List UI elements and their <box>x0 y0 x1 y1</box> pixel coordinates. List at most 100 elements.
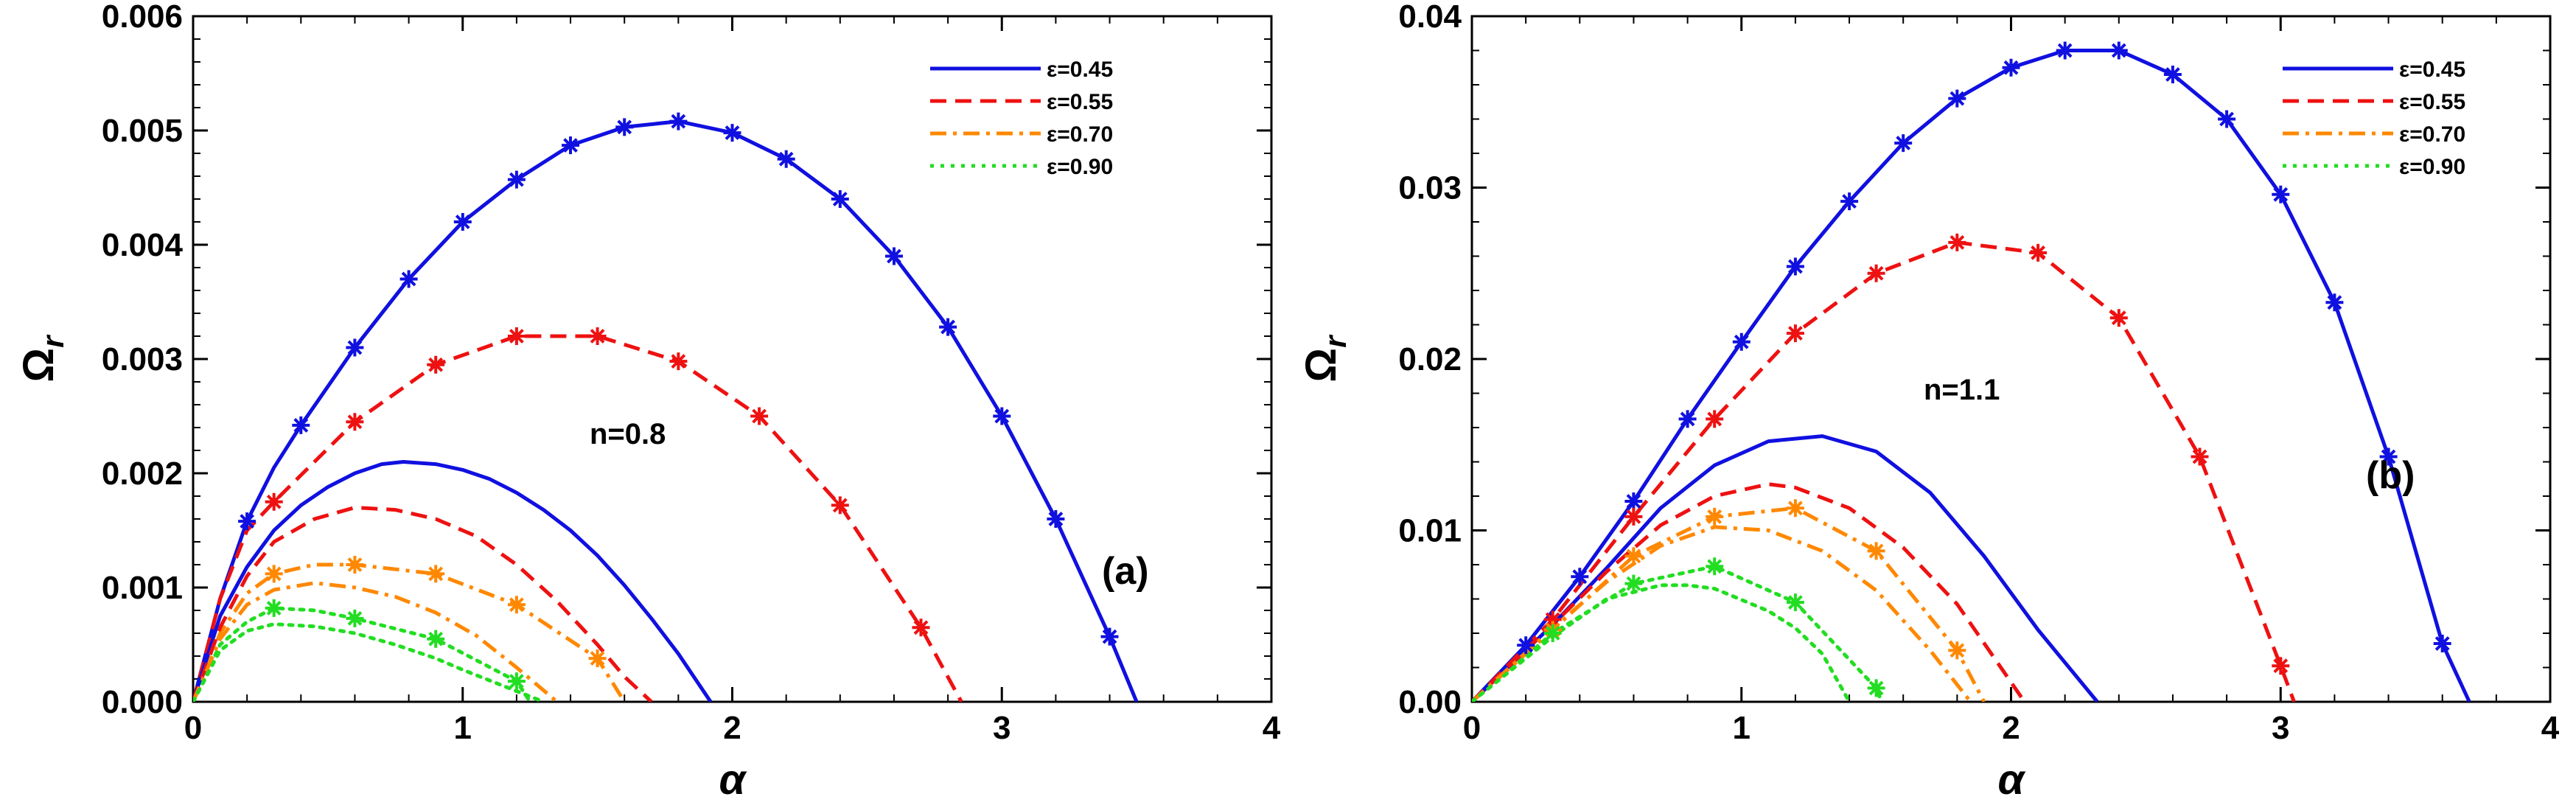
data-point-marker <box>750 407 769 425</box>
legend-label: ε=0.45 <box>2399 58 2465 82</box>
data-point-marker <box>1948 641 1966 660</box>
data-point-marker <box>1624 574 1643 593</box>
data-point-marker <box>993 407 1011 425</box>
x-tick-label: 4 <box>2541 710 2560 746</box>
panel-b: 0 1 2 3 4 0.00 0.01 0.02 0.03 0.04 α Ωr ε=0.45 ε=0.55… <box>1297 0 2560 804</box>
series-line-2 <box>1472 506 1986 702</box>
data-point-marker <box>2272 657 2290 675</box>
series-line-7 <box>1472 583 1851 702</box>
data-point-marker <box>2109 309 2128 327</box>
data-point-marker <box>2433 635 2451 652</box>
data-point-marker <box>1786 593 1804 612</box>
data-point-marker <box>562 136 579 155</box>
legend-label: ε=0.55 <box>2399 90 2465 114</box>
series-line-0 <box>1472 49 2471 702</box>
data-point-marker <box>1894 134 1913 153</box>
y-tick-label: 0.004 <box>102 227 184 263</box>
data-point-marker <box>1624 507 1643 526</box>
data-point-marker <box>507 327 526 345</box>
legend-label: ε=0.70 <box>1047 122 1113 147</box>
data-point-marker <box>1786 257 1804 276</box>
data-point-marker <box>1624 492 1643 510</box>
data-point-marker <box>507 596 526 614</box>
x-axis-title: α <box>719 756 747 804</box>
plot-frame <box>192 15 1273 703</box>
data-point-marker <box>265 599 283 617</box>
data-point-marker <box>346 413 364 431</box>
data-point-marker <box>2029 243 2048 262</box>
series-line-6 <box>193 581 559 702</box>
data-point-marker <box>507 672 526 691</box>
y-tick-label: 0.003 <box>102 341 183 377</box>
x-tick-label: 2 <box>723 710 741 746</box>
y-tick-label: 0.005 <box>102 113 183 149</box>
data-point-marker <box>2325 293 2344 312</box>
y-tick-label: 0.002 <box>102 456 183 492</box>
x-tick-label: 2 <box>2002 710 2020 746</box>
data-point-marker <box>777 150 795 168</box>
curves <box>1472 41 2471 702</box>
data-point-marker <box>1786 324 1804 343</box>
data-point-marker <box>2109 41 2128 60</box>
x-tick-label: 3 <box>2272 710 2289 746</box>
curves <box>193 112 1139 702</box>
data-point-marker <box>1867 679 1885 697</box>
data-point-marker <box>588 649 607 668</box>
data-point-marker <box>2379 447 2398 466</box>
y-tick-label: 0.00 <box>1398 684 1462 720</box>
data-point-marker <box>1867 542 1885 560</box>
data-point-marker <box>1867 264 1885 282</box>
data-point-marker <box>507 170 526 189</box>
data-point-marker <box>1706 507 1724 526</box>
data-point-marker <box>1706 557 1724 576</box>
legend-label: ε=0.55 <box>1047 90 1113 114</box>
panel-label: (a) <box>1102 550 1149 593</box>
data-point-marker <box>2191 447 2209 466</box>
data-point-marker <box>1100 627 1119 646</box>
data-point-marker <box>427 355 445 374</box>
data-point-marker <box>453 213 472 231</box>
data-point-marker <box>1047 510 1065 528</box>
series-line-4 <box>193 460 713 702</box>
series-line-5 <box>193 506 653 702</box>
data-point-marker <box>669 352 688 371</box>
data-point-marker <box>1678 410 1697 428</box>
x-tick-label: 3 <box>993 710 1010 746</box>
data-point-marker <box>2056 41 2074 60</box>
data-point-marker <box>399 270 418 288</box>
y-axis-title-sub: r <box>1318 334 1352 348</box>
data-point-marker <box>1948 233 1966 251</box>
data-point-marker <box>1948 89 1966 108</box>
data-point-marker <box>588 327 607 345</box>
data-point-marker <box>1517 636 1535 655</box>
panel-label: (b) <box>2366 454 2415 497</box>
x-tick-label: 0 <box>1463 710 1481 746</box>
plot-frame <box>1470 15 2552 703</box>
y-tick-label: 0.000 <box>102 684 183 720</box>
data-point-marker <box>1543 610 1562 629</box>
data-point-marker <box>346 609 364 627</box>
data-point-marker <box>346 338 364 357</box>
data-point-marker <box>427 630 445 648</box>
legend-label: ε=0.90 <box>1047 155 1113 179</box>
data-point-marker <box>346 556 364 574</box>
parameter-annotation: n=0.8 <box>590 418 666 450</box>
data-point-marker <box>1706 410 1724 428</box>
data-point-marker <box>292 416 310 434</box>
y-tick-label: 0.01 <box>1398 513 1462 549</box>
data-point-marker <box>1571 568 1589 586</box>
data-point-marker <box>1786 499 1804 518</box>
legend-label: ε=0.70 <box>2399 122 2465 147</box>
data-point-marker <box>669 112 688 130</box>
y-tick-label: 0.03 <box>1398 170 1462 206</box>
y-tick-label: 0.02 <box>1398 341 1462 377</box>
data-point-marker <box>723 124 741 142</box>
y-tick-label: 0.001 <box>102 570 183 606</box>
series-line-5 <box>1472 482 2026 702</box>
data-point-marker <box>831 496 849 515</box>
data-point-marker <box>831 190 849 208</box>
y-axis-title-main: Ω <box>1297 348 1345 383</box>
x-tick-label: 0 <box>184 710 202 746</box>
parameter-annotation: n=1.1 <box>1924 374 2000 406</box>
x-tick-label: 4 <box>1263 710 1281 746</box>
